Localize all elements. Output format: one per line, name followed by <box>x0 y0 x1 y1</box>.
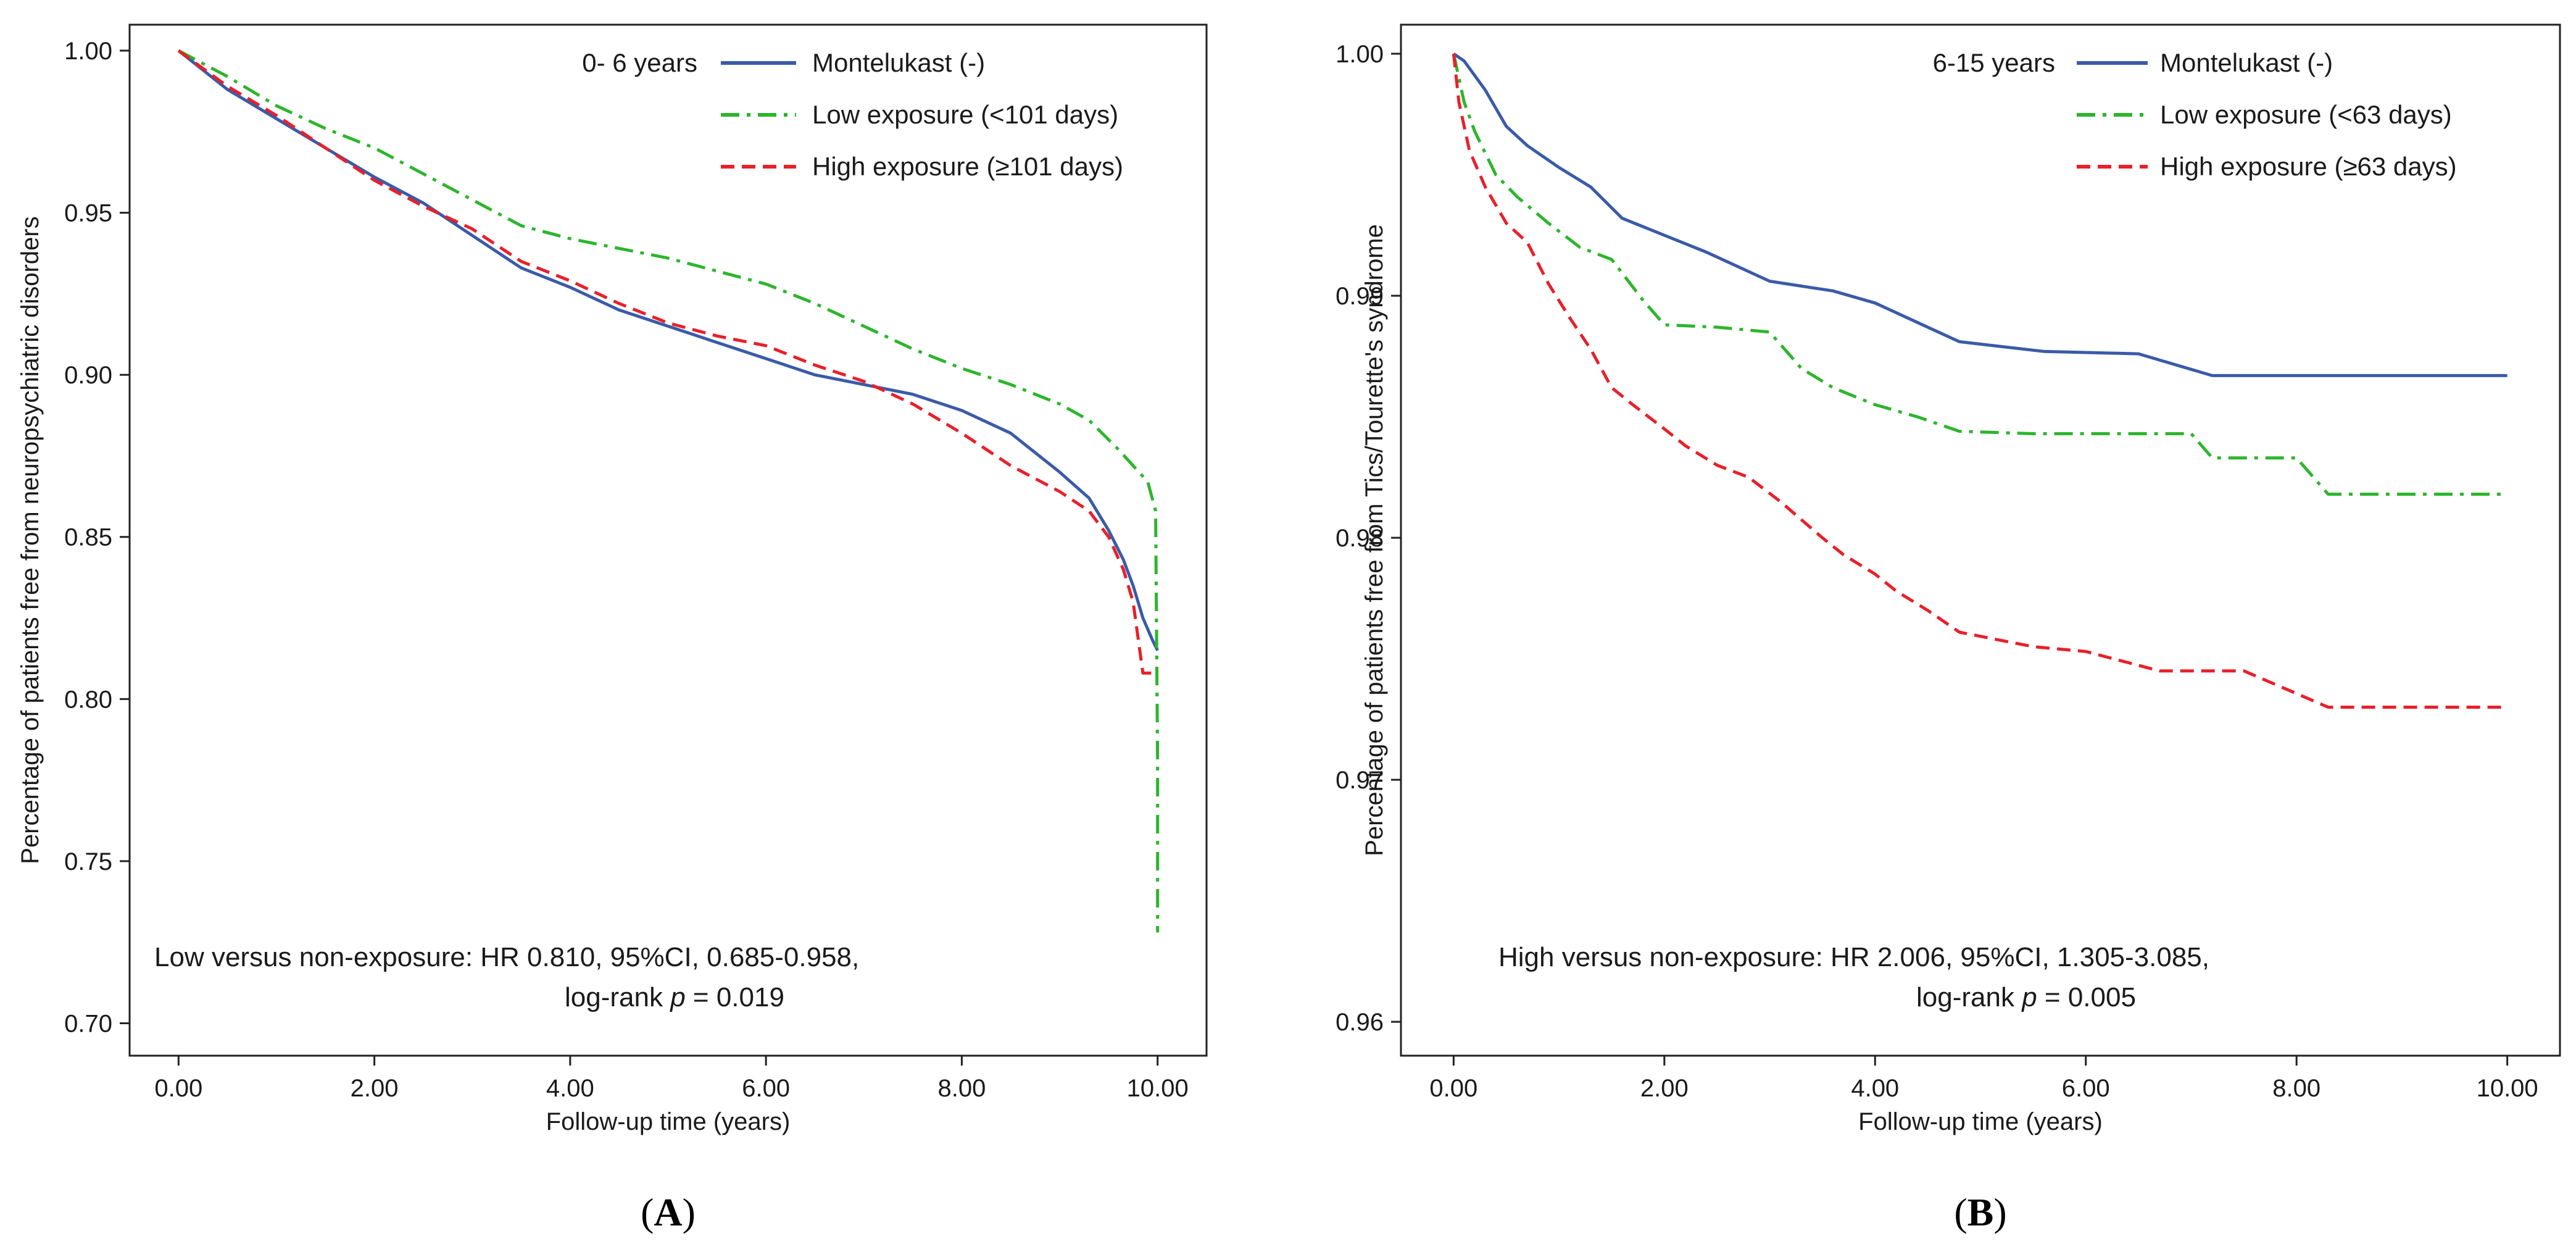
x-axis-title: Follow-up time (years) <box>1858 1108 2103 1135</box>
log-rank-annotation: log-rank p = 0.019 <box>565 982 784 1012</box>
x-tick-label: 8.00 <box>937 1075 986 1102</box>
panel-label: (B) <box>1954 1190 2006 1234</box>
p-symbol: p <box>2021 982 2037 1012</box>
panel-label-close-paren: ) <box>683 1190 696 1234</box>
p-value: = 0.019 <box>686 982 784 1012</box>
y-tick-label: 0.80 <box>64 686 112 713</box>
x-tick-label: 0.00 <box>1429 1075 1477 1102</box>
legend-entry: Montelukast (-) <box>2160 48 2333 77</box>
panel-label-letter: B <box>1967 1190 1994 1234</box>
p-symbol: p <box>669 982 685 1012</box>
legend-entry: High exposure (≥63 days) <box>2160 152 2457 181</box>
legend-entry: Montelukast (-) <box>812 48 985 77</box>
log-rank-prefix: log-rank <box>1916 982 2022 1012</box>
hazard-ratio-annotation: Low versus non-exposure: HR 0.810, 95%CI… <box>154 942 859 972</box>
x-tick-label: 4.00 <box>1851 1075 1899 1102</box>
series-line-2 <box>178 49 1160 933</box>
x-axis-title: Follow-up time (years) <box>546 1108 791 1135</box>
y-tick-label: 0.85 <box>64 524 112 551</box>
x-tick-label: 2.00 <box>351 1075 399 1102</box>
hazard-ratio-annotation: High versus non-exposure: HR 2.006, 95%C… <box>1498 942 2209 972</box>
legend-entry: High exposure (≥101 days) <box>812 152 1123 181</box>
panel-a-chart: 0.00 2.00 4.00 6.00 8.00 10.00 0.70 0.75 0.80 0.8… <box>17 23 1208 1234</box>
legend: 6-15 years Montelukast (-) Low exposure (<… <box>1933 48 2457 181</box>
legend: 0- 6 years Montelukast (-) Low exposure (<… <box>582 48 1123 181</box>
x-tick-label: 2.00 <box>1640 1075 1689 1102</box>
x-tick-label: 6.00 <box>742 1075 790 1102</box>
plot-frame <box>1400 23 2561 1057</box>
x-tick-label: 10.00 <box>1127 1075 1189 1102</box>
series-line-3 <box>1452 53 2507 709</box>
subgroup-label: 6-15 years <box>1933 48 2055 77</box>
panel-label: (A) <box>641 1190 696 1234</box>
x-tick-label: 0.00 <box>154 1075 202 1102</box>
series-line-2 <box>1452 53 2507 496</box>
series-line-3 <box>177 49 1158 675</box>
p-value: = 0.005 <box>2037 982 2136 1012</box>
y-tick-label: 0.75 <box>64 848 112 875</box>
log-rank-annotation: log-rank p = 0.005 <box>1916 982 2136 1012</box>
y-tick-label: 0.99 <box>1336 283 1384 310</box>
panel-label-open-paren: ( <box>641 1190 654 1234</box>
panel-label-close-paren: ) <box>1993 1190 2006 1234</box>
y-axis-title: Percentage of patients free from Tics/To… <box>1361 224 1388 856</box>
legend-entry: Low exposure (<63 days) <box>2160 100 2452 129</box>
log-rank-prefix: log-rank <box>565 982 670 1012</box>
plot-frame <box>128 23 1208 1057</box>
y-tick-label: 0.95 <box>64 200 112 227</box>
y-tick-label: 0.97 <box>1336 767 1384 794</box>
panel-label-open-paren: ( <box>1954 1190 1967 1234</box>
y-tick-label: 1.00 <box>1336 41 1384 68</box>
panel-b-chart: 0.00 2.00 4.00 6.00 8.00 10.00 0.96 0.97 0.98 0.9… <box>1336 23 2561 1234</box>
series-line-1 <box>1452 52 2507 377</box>
y-axis-title: Percentage of patients free from neurops… <box>17 216 44 864</box>
x-tick-label: 8.00 <box>2272 1075 2320 1102</box>
x-tick-label: 6.00 <box>2062 1075 2110 1102</box>
y-tick-label: 0.90 <box>64 362 112 389</box>
x-tick-label: 4.00 <box>546 1075 594 1102</box>
y-tick-label: 1.00 <box>64 38 112 65</box>
x-tick-label: 10.00 <box>2477 1075 2538 1102</box>
panel-label-letter: A <box>654 1190 682 1234</box>
y-tick-label: 0.98 <box>1336 525 1384 552</box>
y-tick-label: 0.70 <box>64 1010 112 1037</box>
legend-entry: Low exposure (<101 days) <box>812 100 1118 129</box>
series-line-1 <box>177 49 1159 651</box>
y-tick-label: 0.96 <box>1336 1009 1384 1036</box>
subgroup-label: 0- 6 years <box>582 48 697 77</box>
